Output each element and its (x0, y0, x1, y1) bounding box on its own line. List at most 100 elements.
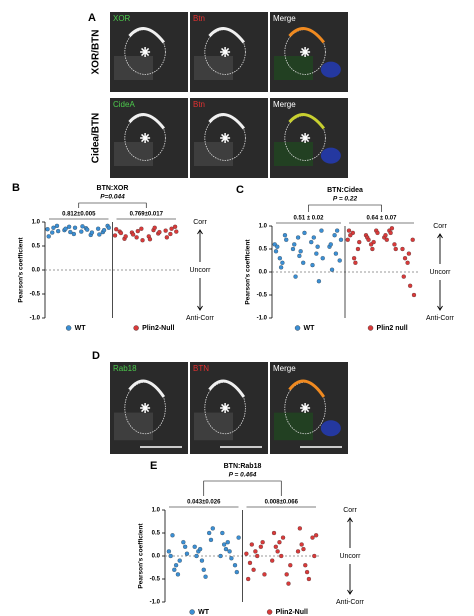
data-point (371, 239, 376, 245)
legend-marker (133, 325, 139, 331)
data-point (288, 563, 293, 568)
micrograph-texture (114, 412, 153, 441)
y-axis-label: Pearson's coefficient (245, 239, 252, 305)
data-point (172, 224, 178, 229)
data-point (402, 256, 408, 261)
data-point (134, 235, 139, 240)
data-point (295, 549, 301, 554)
y-tick-label: 1.0 (259, 224, 268, 230)
data-point (218, 553, 223, 559)
lipid-droplet-outline (124, 115, 166, 161)
data-point (197, 546, 203, 552)
data-point (139, 226, 144, 231)
data-point (286, 581, 291, 586)
p-value: P = 0.22 (333, 196, 358, 203)
data-point (72, 225, 78, 230)
data-point (177, 558, 182, 563)
arrow-head (437, 233, 443, 239)
data-point (71, 231, 77, 237)
y-tick-label: 0.0 (259, 270, 268, 276)
y-axis-label: Pearson's coefficient (18, 237, 25, 303)
data-point (207, 530, 212, 536)
y-tick-label: -1.0 (257, 316, 268, 322)
nucleus (320, 61, 341, 78)
data-point (384, 237, 389, 242)
correlation-label: Corr (193, 219, 207, 226)
signal-crescent (128, 113, 166, 130)
data-point (66, 224, 72, 229)
lipid-droplet-outline (284, 29, 326, 75)
legend-marker (65, 325, 72, 331)
data-point (292, 242, 297, 247)
data-point (225, 540, 230, 545)
data-point (236, 535, 241, 540)
signal-crescent (208, 113, 246, 130)
data-point (275, 549, 280, 554)
signal-crescent (208, 27, 246, 44)
data-point (355, 246, 361, 252)
micrograph-texture (194, 412, 233, 441)
data-point (345, 237, 350, 242)
correlation-label: Uncorr (189, 267, 211, 274)
arrow-head (347, 589, 353, 595)
lipid-droplet-outline (204, 29, 246, 75)
data-point (251, 567, 256, 572)
data-point (45, 227, 50, 232)
data-point (383, 233, 388, 238)
data-point (244, 551, 249, 556)
channel-label: Btn (193, 100, 205, 109)
data-point (301, 260, 306, 265)
data-point (46, 234, 51, 239)
correlation-label: Corr (343, 507, 357, 514)
data-point (290, 246, 296, 252)
p-value: P=0.044 (100, 194, 125, 201)
data-point (329, 267, 335, 272)
y-tick-label: -0.5 (257, 293, 268, 299)
data-point (194, 553, 199, 559)
data-point (406, 251, 412, 256)
data-point (181, 540, 186, 545)
data-point (299, 542, 304, 547)
data-point (271, 530, 277, 536)
asterisk (141, 133, 150, 143)
y-tick-label: 0.0 (152, 554, 161, 560)
micrograph-texture (274, 412, 313, 441)
data-point (227, 549, 232, 554)
chart-title: BTN:Cidea (327, 187, 363, 194)
asterisk (141, 403, 150, 413)
data-point (220, 530, 225, 536)
signal-crescent (288, 379, 326, 398)
data-point (97, 232, 102, 237)
correlation-label: Uncorr (339, 553, 361, 560)
data-point (411, 292, 417, 298)
data-point (315, 244, 320, 249)
data-point (338, 237, 344, 242)
data-point (280, 260, 285, 265)
lipid-droplet-outline (124, 29, 166, 75)
data-point (163, 228, 168, 233)
y-tick-label: -1.0 (30, 316, 41, 322)
data-point (174, 229, 179, 234)
data-point (320, 256, 325, 261)
y-tick-label: -0.5 (150, 577, 161, 583)
channel-label: CideA (113, 100, 135, 109)
data-point (255, 553, 260, 559)
data-point (284, 572, 289, 577)
data-point (270, 558, 275, 563)
asterisk (301, 403, 310, 413)
data-point (293, 274, 298, 279)
data-point (310, 262, 315, 268)
y-tick-label: 0.5 (259, 247, 268, 253)
correlation-label: Anti-Corr (186, 315, 215, 322)
data-point (173, 563, 179, 568)
data-point (280, 535, 286, 540)
micrograph-texture (114, 142, 153, 166)
arrow-head (347, 517, 353, 523)
data-point (157, 229, 162, 235)
y-axis-label: Pearson's coefficient (138, 523, 145, 589)
data-point (401, 274, 406, 279)
data-point (140, 238, 145, 243)
group-annotation: 0.51 ± 0.02 (294, 216, 325, 222)
y-tick-label: -1.0 (150, 600, 161, 606)
data-point (106, 225, 111, 230)
